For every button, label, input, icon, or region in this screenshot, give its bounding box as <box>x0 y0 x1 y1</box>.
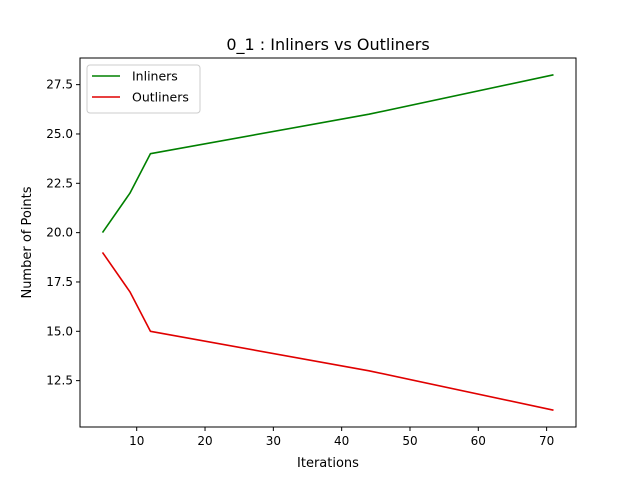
x-tick-label: 60 <box>471 434 486 448</box>
legend-label: Inliners <box>132 69 178 84</box>
x-tick-label: 50 <box>402 434 417 448</box>
ticks-layer: 10 20 30 40 50 60 70 12.5 15.0 17.5 20.0 22.5 25.0 27… <box>46 78 554 448</box>
x-tick-label: 10 <box>129 434 144 448</box>
y-tick-label: 27.5 <box>46 78 73 92</box>
y-tick-label: 20.0 <box>46 226 73 240</box>
x-tick-label: 20 <box>197 434 212 448</box>
plot-frame <box>79 57 577 428</box>
x-tick-label: 40 <box>334 434 349 448</box>
chart-title: 0_1 : Inliners vs Outliners <box>226 35 429 55</box>
series-layer <box>101 74 554 411</box>
legend-label: Outliners <box>132 90 189 105</box>
legend-box <box>86 64 201 114</box>
legend: Inliners Outliners <box>86 64 201 114</box>
series-line-outliners <box>101 251 554 411</box>
x-tick-label: 30 <box>266 434 281 448</box>
y-tick-label: 22.5 <box>46 176 73 190</box>
y-tick-label: 12.5 <box>46 374 73 388</box>
y-tick-label: 25.0 <box>46 127 73 141</box>
y-tick-label: 17.5 <box>46 275 73 289</box>
series-line-inliners <box>101 74 554 234</box>
y-tick-label: 15.0 <box>46 324 73 338</box>
x-tick-label: 70 <box>539 434 554 448</box>
x-axis-label: Iterations <box>297 456 359 471</box>
y-axis-label: Number of Points <box>20 186 35 298</box>
